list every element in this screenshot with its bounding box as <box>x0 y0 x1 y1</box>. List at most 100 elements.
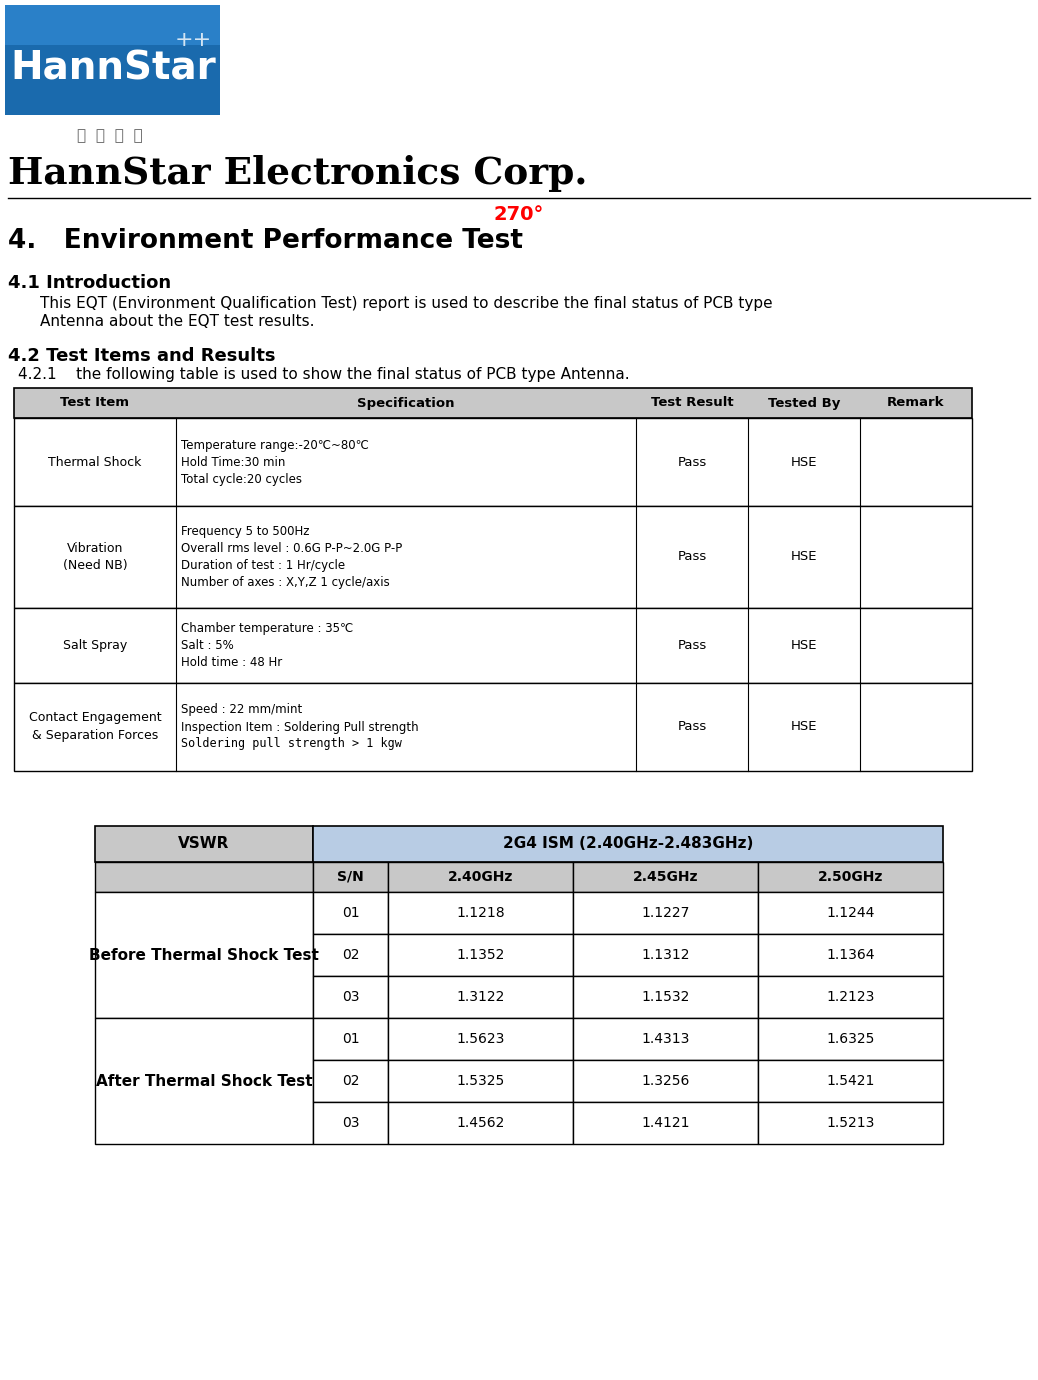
Text: Specification: Specification <box>357 396 455 410</box>
Text: 4.2 Test Items and Results: 4.2 Test Items and Results <box>8 346 275 364</box>
Text: Antenna about the EQT test results.: Antenna about the EQT test results. <box>40 315 315 328</box>
Bar <box>573 862 758 891</box>
Text: 1.1532: 1.1532 <box>641 989 689 1005</box>
Text: HannStar: HannStar <box>10 50 216 87</box>
Bar <box>313 976 388 1018</box>
Text: 1.5213: 1.5213 <box>826 1116 875 1130</box>
Text: 4.2.1    the following table is used to show the final status of PCB type Antenn: 4.2.1 the following table is used to sho… <box>18 367 630 382</box>
Bar <box>573 976 758 1018</box>
Bar <box>388 934 573 976</box>
Text: Frequency 5 to 500Hz: Frequency 5 to 500Hz <box>181 524 309 538</box>
Text: 01: 01 <box>342 1032 359 1046</box>
Bar <box>313 862 388 891</box>
Bar <box>573 1060 758 1103</box>
Text: Hold Time:30 min: Hold Time:30 min <box>181 455 285 468</box>
Text: Number of axes : X,Y,Z 1 cycle/axis: Number of axes : X,Y,Z 1 cycle/axis <box>181 575 389 589</box>
Text: Overall rms level : 0.6G P-P~2.0G P-P: Overall rms level : 0.6G P-P~2.0G P-P <box>181 542 403 555</box>
Text: 01: 01 <box>342 907 359 920</box>
Bar <box>388 1018 573 1060</box>
Text: VSWR: VSWR <box>179 836 229 851</box>
Text: 1.3256: 1.3256 <box>641 1074 689 1087</box>
Text: Hold time : 48 Hr: Hold time : 48 Hr <box>181 656 282 669</box>
Text: 1.1312: 1.1312 <box>641 948 689 962</box>
Text: HSE: HSE <box>791 455 817 468</box>
Text: ++: ++ <box>175 30 212 50</box>
Bar <box>573 1018 758 1060</box>
Bar <box>758 1103 943 1144</box>
Text: After Thermal Shock Test: After Thermal Shock Test <box>95 1074 312 1089</box>
Bar <box>13 388 972 418</box>
Bar <box>13 609 972 683</box>
Text: 02: 02 <box>342 1074 359 1087</box>
Text: Duration of test : 1 Hr/cycle: Duration of test : 1 Hr/cycle <box>181 559 345 571</box>
Text: 03: 03 <box>342 1116 359 1130</box>
Bar <box>388 1060 573 1103</box>
Text: 4.1 Introduction: 4.1 Introduction <box>8 275 171 293</box>
Text: 瀚  宇  電  子: 瀚 宇 電 子 <box>77 128 143 144</box>
Text: 1.6325: 1.6325 <box>826 1032 875 1046</box>
Text: Total cycle:20 cycles: Total cycle:20 cycles <box>181 472 302 486</box>
Bar <box>758 862 943 891</box>
Text: 1.1352: 1.1352 <box>457 948 504 962</box>
Text: HSE: HSE <box>791 639 817 651</box>
Bar <box>13 418 972 506</box>
Text: 1.4121: 1.4121 <box>641 1116 689 1130</box>
Text: HSE: HSE <box>791 551 817 563</box>
Bar <box>313 1060 388 1103</box>
Bar <box>13 506 972 609</box>
Text: Pass: Pass <box>678 455 707 468</box>
Bar <box>95 862 313 891</box>
Bar <box>313 1103 388 1144</box>
Bar <box>313 891 388 934</box>
Bar <box>388 862 573 891</box>
Text: 2.45GHz: 2.45GHz <box>633 869 699 885</box>
Bar <box>13 683 972 771</box>
Bar <box>573 1103 758 1144</box>
Bar <box>313 827 943 862</box>
Bar <box>388 1103 573 1144</box>
Text: Temperature range:-20℃~80℃: Temperature range:-20℃~80℃ <box>181 439 368 451</box>
Text: HannStar Electronics Corp.: HannStar Electronics Corp. <box>8 155 588 192</box>
Bar <box>388 976 573 1018</box>
Bar <box>95 1018 313 1144</box>
Text: Speed : 22 mm/mint: Speed : 22 mm/mint <box>181 704 302 716</box>
Text: Chamber temperature : 35℃: Chamber temperature : 35℃ <box>181 622 353 635</box>
Text: Before Thermal Shock Test: Before Thermal Shock Test <box>89 948 319 962</box>
Text: Salt : 5%: Salt : 5% <box>181 639 234 651</box>
Bar <box>758 891 943 934</box>
Text: This EQT (Environment Qualification Test) report is used to describe the final s: This EQT (Environment Qualification Test… <box>40 295 772 310</box>
Text: 270°: 270° <box>494 206 544 224</box>
Text: Pass: Pass <box>678 639 707 651</box>
Bar <box>573 934 758 976</box>
Text: Pass: Pass <box>678 720 707 734</box>
Bar <box>5 6 220 46</box>
Text: 2G4 ISM (2.40GHz-2.483GHz): 2G4 ISM (2.40GHz-2.483GHz) <box>502 836 754 851</box>
Bar <box>313 1018 388 1060</box>
Text: 1.1244: 1.1244 <box>826 907 875 920</box>
Bar <box>313 934 388 976</box>
Text: Inspection Item : Soldering Pull strength: Inspection Item : Soldering Pull strengt… <box>181 720 418 734</box>
Bar <box>758 1018 943 1060</box>
Text: 1.5421: 1.5421 <box>826 1074 875 1087</box>
Text: Remark: Remark <box>887 396 945 410</box>
Text: Tested By: Tested By <box>768 396 840 410</box>
Text: 1.5325: 1.5325 <box>457 1074 504 1087</box>
Text: 4.   Environment Performance Test: 4. Environment Performance Test <box>8 228 523 254</box>
Text: 03: 03 <box>342 989 359 1005</box>
Text: 2.40GHz: 2.40GHz <box>447 869 513 885</box>
Text: 2.50GHz: 2.50GHz <box>818 869 883 885</box>
Text: Thermal Shock: Thermal Shock <box>49 455 142 468</box>
Text: Soldering pull strength > 1 kgw: Soldering pull strength > 1 kgw <box>181 737 402 751</box>
Text: 1.2123: 1.2123 <box>826 989 875 1005</box>
Text: S/N: S/N <box>337 869 364 885</box>
Text: 1.3122: 1.3122 <box>457 989 504 1005</box>
Text: 1.4562: 1.4562 <box>457 1116 504 1130</box>
Text: 02: 02 <box>342 948 359 962</box>
Text: Vibration
(Need NB): Vibration (Need NB) <box>62 541 128 573</box>
Text: Pass: Pass <box>678 551 707 563</box>
Text: HSE: HSE <box>791 720 817 734</box>
Text: Test Item: Test Item <box>60 396 130 410</box>
Text: 1.1218: 1.1218 <box>456 907 504 920</box>
Bar <box>573 891 758 934</box>
Bar <box>758 1060 943 1103</box>
